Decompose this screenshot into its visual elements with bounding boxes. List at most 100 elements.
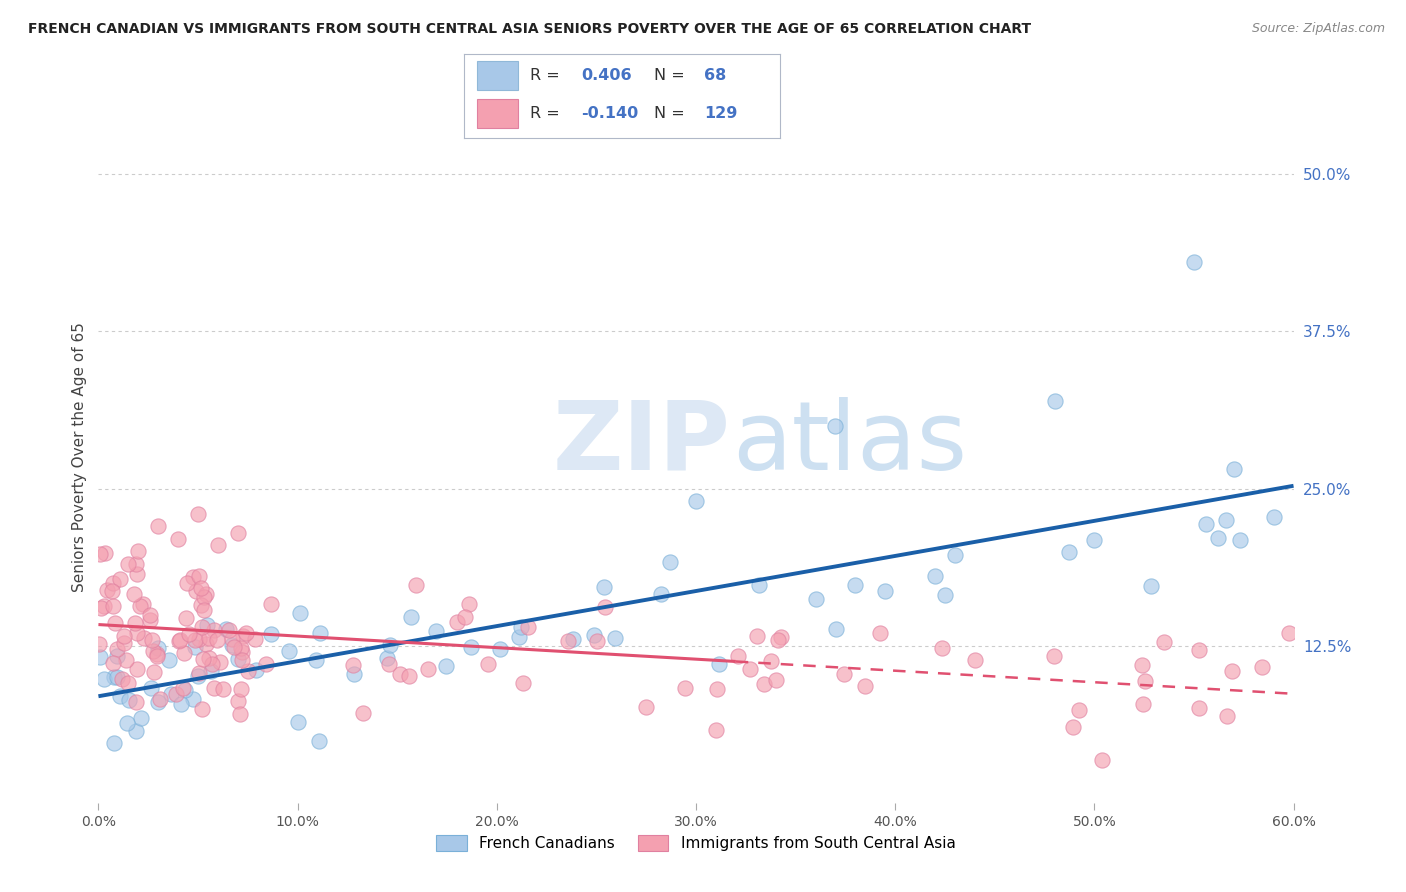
Point [1223,462,1246,476]
Point [191,619,214,633]
Point [1188,701,1211,715]
Point [115,653,138,667]
Point [709,657,731,671]
Point [752,677,775,691]
Text: 68: 68 [704,68,727,83]
Point [706,681,728,696]
Point [1130,657,1153,672]
Point [343,666,366,681]
Point [89,547,111,561]
Point [103,670,125,684]
Point [110,573,132,587]
Point [1194,517,1216,532]
Point [197,651,219,665]
Point [375,651,398,665]
Point [193,591,215,605]
Point [167,532,190,546]
Point [190,598,212,612]
Point [146,649,169,664]
Point [232,629,254,643]
Point [454,610,477,624]
Point [94,546,117,560]
Point [378,657,401,671]
Point [146,648,169,662]
Point [245,663,267,677]
Point [89,650,111,665]
Point [1206,531,1229,545]
Point [204,623,226,637]
Point [188,632,211,646]
Point [221,638,243,652]
Point [389,666,412,681]
Point [844,577,866,591]
Point [727,648,749,663]
Point [169,633,191,648]
Point [211,681,233,696]
Point [1062,720,1084,734]
Point [636,699,658,714]
Point [1069,703,1091,717]
Point [184,584,207,599]
Point [931,640,953,655]
Point [1229,533,1251,547]
Point [138,613,160,627]
Point [226,525,249,540]
Point [425,624,447,638]
Point [510,619,533,633]
Point [517,620,540,634]
Point [112,629,135,643]
Point [1042,648,1064,663]
Point [89,637,111,651]
Point [342,657,364,672]
Point [181,691,204,706]
Point [103,599,125,614]
Point [963,653,986,667]
Point [117,716,139,731]
Point [101,575,124,590]
Point [748,578,770,592]
Text: -0.140: -0.140 [581,106,638,120]
Point [593,600,616,615]
Point [245,632,267,646]
Point [207,633,229,648]
Point [118,693,141,707]
Point [229,707,252,722]
Point [117,557,139,571]
Point [188,569,211,583]
Point [1083,533,1105,548]
Point [188,666,211,681]
Point [943,549,966,563]
Point [1153,634,1175,648]
Point [103,657,125,671]
Point [173,682,195,697]
Point [434,658,457,673]
Point [200,664,222,678]
Point [202,681,225,695]
Point [446,615,468,629]
Point [650,587,672,601]
Point [1135,674,1157,689]
Point [853,679,876,693]
Legend: French Canadians, Immigrants from South Central Asia: French Canadians, Immigrants from South … [430,830,962,857]
Point [170,698,193,712]
Point [418,662,440,676]
Point [1215,513,1237,527]
Point [924,569,946,583]
Text: 0.406: 0.406 [581,68,631,83]
Point [226,651,249,665]
Point [132,632,155,646]
Point [460,640,482,654]
Point [765,673,787,687]
Text: R =: R = [530,106,565,120]
Point [139,608,162,623]
Point [1187,643,1209,657]
Point [193,603,215,617]
Point [222,640,245,655]
Point [824,418,846,433]
Point [738,661,761,675]
Point [1043,393,1066,408]
Point [105,670,128,684]
Point [1216,708,1239,723]
Point [287,714,309,729]
Point [93,599,115,614]
